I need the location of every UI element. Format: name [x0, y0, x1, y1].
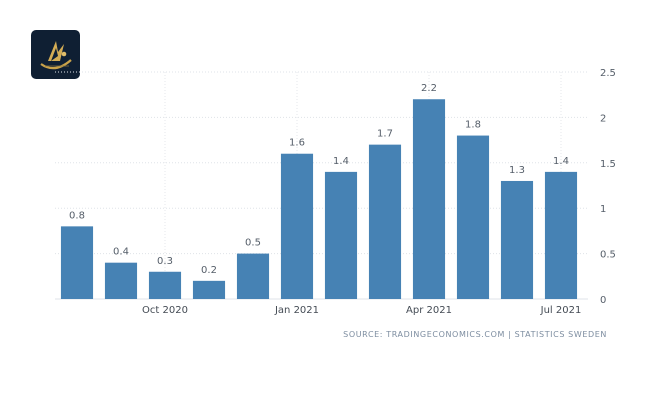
brand-logo	[31, 30, 80, 79]
data-label: 1.7	[377, 129, 393, 140]
bar	[280, 153, 314, 299]
bar	[60, 226, 94, 299]
data-labels: 0.8 0.4 0.3 0.2 0.5 1.6 1.4 1.7 2.2 1.8 1.3 1.4	[69, 83, 569, 276]
y-axis: 0 0.5 1 1.5 2 2.5	[600, 68, 616, 306]
y-tick-label: 2	[600, 113, 606, 124]
x-tick-label: Jul 2021	[540, 305, 582, 316]
bar	[368, 144, 402, 299]
data-label: 1.8	[465, 120, 481, 131]
bar	[544, 171, 578, 299]
data-label: 1.6	[289, 138, 305, 149]
bar	[412, 99, 446, 300]
data-label: 0.8	[69, 210, 85, 221]
x-tick-label: Oct 2020	[142, 305, 188, 316]
bar	[456, 135, 490, 299]
bar	[192, 280, 226, 299]
bar	[236, 253, 270, 299]
x-tick-label: Apr 2021	[406, 305, 452, 316]
bar	[500, 180, 534, 299]
data-label: 1.3	[509, 165, 525, 176]
bar	[324, 171, 358, 299]
y-tick-label: 1	[600, 204, 606, 215]
bars	[60, 99, 578, 300]
data-label: 0.4	[113, 247, 129, 258]
bar	[148, 271, 182, 299]
data-label: 0.2	[201, 265, 217, 276]
source-note: SOURCE: TRADINGECONOMICS.COM | STATISTIC…	[343, 330, 607, 339]
y-tick-label: 2.5	[600, 68, 616, 79]
data-label: 0.5	[245, 238, 261, 249]
y-tick-label: 0	[600, 295, 606, 306]
y-tick-label: 1.5	[600, 159, 616, 170]
data-label: 2.2	[421, 83, 437, 94]
data-label: 1.4	[553, 156, 569, 167]
data-label: 0.3	[157, 256, 173, 267]
x-axis: Oct 2020 Jan 2021 Apr 2021 Jul 2021	[142, 305, 581, 316]
x-tick-label: Jan 2021	[274, 305, 319, 316]
y-tick-label: 0.5	[600, 250, 616, 261]
logo-icon	[40, 41, 72, 70]
bar	[104, 262, 138, 299]
data-label: 1.4	[333, 156, 349, 167]
